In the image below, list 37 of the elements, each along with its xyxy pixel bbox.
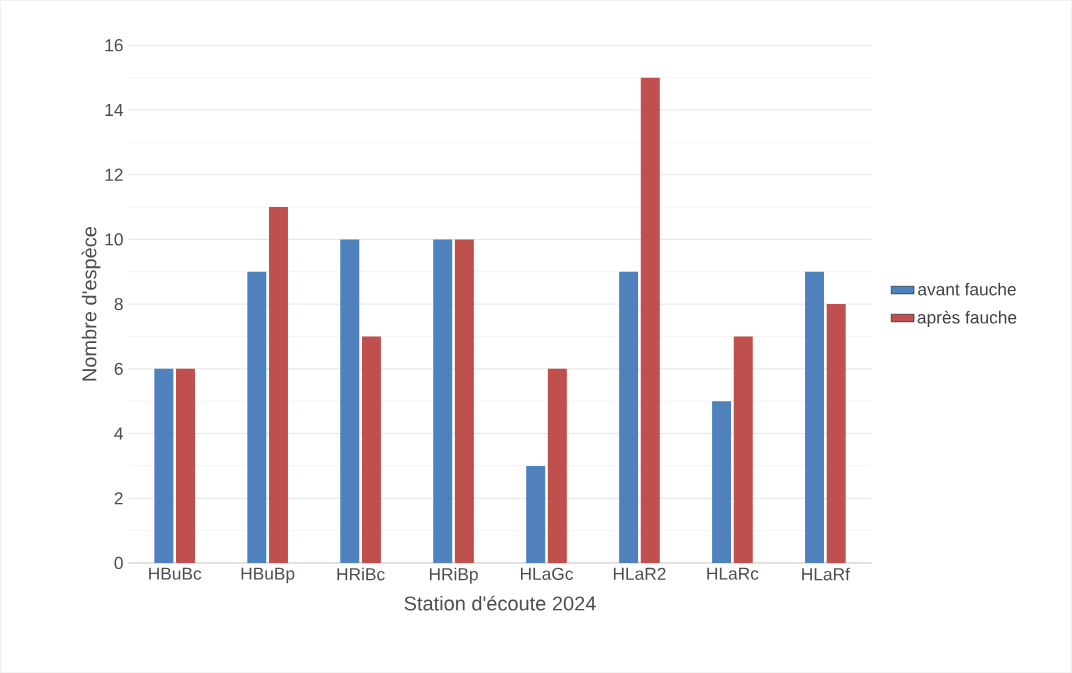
- y-tick-label: 12: [105, 168, 123, 181]
- bar: [526, 465, 546, 563]
- y-tick-label: 8: [114, 297, 123, 311]
- bar: [547, 368, 567, 563]
- x-axis-title: Station d'écoute 2024: [404, 595, 596, 611]
- y-axis-title: Nombre d'espèce: [81, 226, 101, 381]
- bar: [433, 239, 453, 563]
- bar: [712, 401, 732, 563]
- legend-label: avant fauche: [918, 282, 1016, 296]
- bar: [361, 336, 381, 563]
- x-tick-label: HLaRf: [802, 567, 850, 581]
- x-tick-label: HLaR2: [613, 567, 666, 580]
- y-tick-label: 0: [114, 556, 123, 570]
- bar: [176, 368, 196, 563]
- bar: [247, 271, 267, 563]
- x-tick-label: HLaRc: [707, 567, 759, 580]
- y-tick-label: 14: [105, 103, 123, 116]
- bar: [619, 271, 639, 563]
- y-tick-label: 10: [105, 233, 123, 246]
- x-tick-label: HRiBc: [337, 567, 385, 581]
- bar: [733, 336, 753, 563]
- x-tick-label: HBuBp: [241, 567, 295, 584]
- legend-label: après fauche: [917, 310, 1017, 327]
- x-tick-label: HRiBp: [429, 567, 478, 584]
- x-tick-label: HLaGc: [520, 567, 574, 580]
- bar: [640, 77, 660, 563]
- bar: [454, 239, 474, 563]
- y-tick-label: 4: [114, 427, 123, 440]
- bar: [826, 304, 846, 563]
- bar: [805, 271, 825, 563]
- y-tick-label: 2: [114, 492, 123, 505]
- bar: [340, 239, 360, 563]
- x-tick-label: HBuBc: [149, 567, 202, 580]
- y-tick-label: 16: [105, 39, 123, 52]
- bar: [154, 368, 174, 563]
- y-tick-label: 6: [114, 362, 123, 375]
- bar: [268, 206, 288, 563]
